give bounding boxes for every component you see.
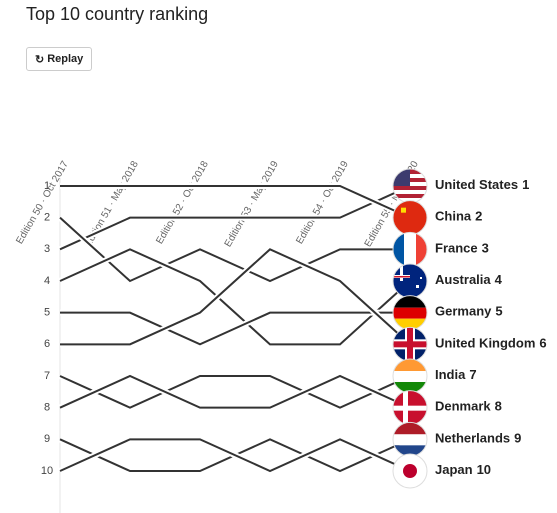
- flag-part: [393, 359, 427, 371]
- country-label: Netherlands 9: [435, 431, 521, 446]
- country-label: Denmark 8: [435, 399, 502, 414]
- flag: [393, 454, 427, 488]
- country-label: India 7: [435, 367, 477, 382]
- flag-part: [393, 198, 427, 202]
- country-name: France: [435, 241, 478, 256]
- rank-line: [60, 248, 411, 346]
- flag-part: [393, 264, 427, 298]
- flag-part: [416, 285, 419, 288]
- y-tick-label: 8: [44, 402, 50, 414]
- flag-part: [401, 207, 406, 213]
- flag-part: [407, 327, 413, 362]
- country-label: China 2: [435, 209, 482, 224]
- y-tick-label: 9: [44, 433, 50, 445]
- flag-part: [416, 232, 427, 267]
- flag-part: [393, 295, 427, 308]
- rank-value: 10: [477, 462, 491, 477]
- rank-line: [59, 375, 411, 409]
- rank-line: [59, 185, 411, 251]
- flag: [393, 422, 427, 457]
- country-name: Netherlands: [435, 431, 510, 446]
- rank-line: [60, 311, 410, 346]
- rank-value: 1: [522, 177, 529, 192]
- rank-line: [59, 248, 411, 346]
- replay-icon: ↻: [35, 53, 45, 66]
- replay-label: Replay: [47, 53, 84, 65]
- flag: [393, 200, 427, 235]
- flag: [393, 327, 427, 362]
- flag: [393, 295, 427, 330]
- country-label: United States 1: [435, 177, 529, 192]
- x-tick-label: Edition 54 · Oct 2019: [294, 159, 351, 246]
- rank-value: 7: [469, 367, 476, 382]
- country-name: Japan: [435, 462, 473, 477]
- rank-value: 6: [539, 336, 546, 351]
- country-name: Germany: [435, 304, 492, 319]
- y-tick-label: 7: [44, 370, 50, 382]
- rank-value: 5: [495, 304, 502, 319]
- flag: [393, 264, 427, 298]
- country-name: China: [435, 209, 472, 224]
- rank-value: 4: [495, 272, 503, 287]
- y-tick-label: 5: [44, 307, 50, 319]
- flag: [393, 359, 427, 393]
- flag-part: [393, 318, 427, 330]
- country-name: Australia: [435, 272, 491, 287]
- x-tick-label: Edition 50 · Oct 2017: [14, 159, 71, 246]
- rank-value: 2: [475, 209, 482, 224]
- rank-value: 3: [482, 241, 489, 256]
- flag-part: [403, 464, 417, 478]
- country-label: Japan 10: [435, 462, 491, 477]
- flag-border: [392, 453, 428, 489]
- country-label: France 3: [435, 241, 489, 256]
- rank-line: [59, 374, 411, 409]
- rank-line: [59, 216, 410, 283]
- flag-part: [393, 190, 427, 194]
- y-tick-label: 2: [44, 212, 50, 224]
- flag: [393, 169, 427, 203]
- flag-part: [420, 277, 422, 279]
- flag: [393, 232, 427, 267]
- country-name: Denmark: [435, 399, 491, 414]
- flag-part: [393, 405, 427, 411]
- flag-part: [393, 434, 427, 446]
- y-tick-label: 3: [44, 243, 50, 255]
- y-tick-label: 4: [44, 275, 50, 287]
- flag-part: [393, 382, 427, 393]
- y-tick-label: 10: [41, 465, 53, 477]
- flag-part: [393, 371, 427, 382]
- flag-part: [393, 232, 404, 267]
- flag-part: [393, 276, 410, 278]
- rank-value: 9: [514, 431, 521, 446]
- flag-part: [403, 390, 408, 425]
- x-tick-label: Edition 53 · May 2019: [223, 159, 281, 249]
- flag-part: [400, 264, 403, 281]
- country-label: Germany 5: [435, 304, 503, 319]
- rank-line: [60, 185, 411, 219]
- country-name: United Kingdom: [435, 336, 535, 351]
- y-tick-label: 6: [44, 338, 50, 350]
- x-tick-label: Edition 52 · Oct 2018: [154, 159, 211, 246]
- country-label: United Kingdom 6: [435, 336, 547, 351]
- y-tick-label: 1: [44, 180, 50, 192]
- rank-line: [59, 438, 411, 473]
- flag-part: [393, 445, 427, 457]
- flag-part: [393, 422, 427, 435]
- country-name: United States: [435, 177, 518, 192]
- replay-button[interactable]: ↻ Replay: [26, 47, 93, 71]
- country-label: Australia 4: [435, 272, 503, 287]
- chart-title: Top 10 country ranking: [26, 4, 209, 24]
- flag-part: [393, 307, 427, 319]
- flag-part: [393, 200, 427, 235]
- country-name: India: [435, 367, 466, 382]
- rank-value: 8: [495, 399, 502, 414]
- flag: [393, 390, 427, 425]
